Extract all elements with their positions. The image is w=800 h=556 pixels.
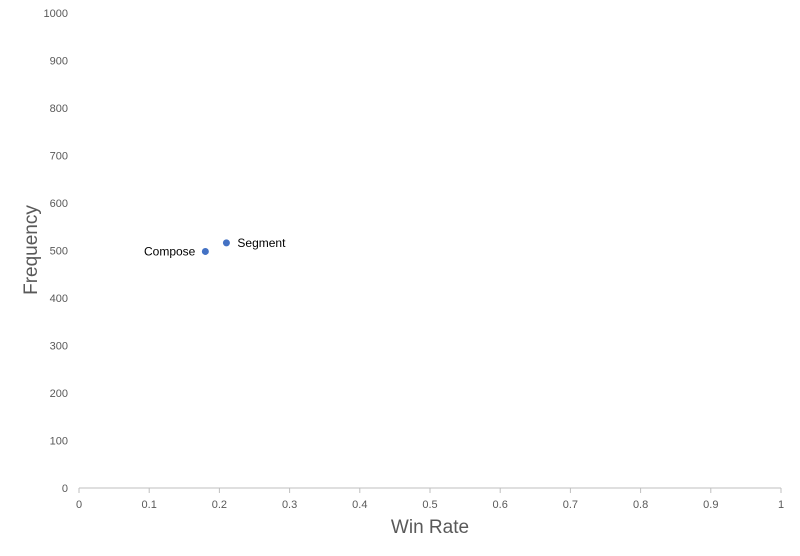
- x-tick-label: 0.1: [142, 499, 157, 511]
- x-tick-label: 0: [76, 499, 82, 511]
- y-tick-label: 900: [50, 56, 68, 68]
- y-tick-label: 300: [50, 341, 68, 353]
- x-tick-label: 1: [778, 499, 784, 511]
- x-tick-label: 0.2: [212, 499, 227, 511]
- x-axis-ticks: 0 0.1 0.2 0.3 0.4 0.5 0.6 0.7 0.8 0.9 1: [76, 488, 784, 511]
- x-tick-label: 0.9: [703, 499, 718, 511]
- x-tick-label: 0.8: [633, 499, 648, 511]
- data-point-compose: [201, 247, 209, 255]
- y-tick-label: 1000: [44, 8, 68, 20]
- x-tick-label: 0.3: [282, 499, 297, 511]
- y-axis-title: Frequency: [21, 205, 42, 295]
- y-tick-label: 800: [50, 103, 68, 115]
- y-axis-ticks: 0 100 200 300 400 500 600 700 800 900 1000: [44, 8, 68, 495]
- y-tick-label: 400: [50, 293, 68, 305]
- data-label-compose: Compose: [144, 244, 196, 258]
- y-tick-label: 200: [50, 388, 68, 400]
- y-tick-label: 500: [50, 246, 68, 258]
- data-points: Compose Segment: [144, 236, 286, 259]
- data-point-segment: [222, 239, 230, 247]
- x-axis-title: Win Rate: [391, 517, 469, 538]
- y-tick-label: 600: [50, 198, 68, 210]
- x-tick-label: 0.7: [563, 499, 578, 511]
- x-tick-label: 0.6: [493, 499, 508, 511]
- y-tick-label: 100: [50, 436, 68, 448]
- y-tick-label: 700: [50, 151, 68, 163]
- data-label-segment: Segment: [237, 236, 286, 250]
- x-tick-label: 0.5: [422, 499, 437, 511]
- x-tick-label: 0.4: [352, 499, 367, 511]
- y-tick-label: 0: [62, 483, 68, 495]
